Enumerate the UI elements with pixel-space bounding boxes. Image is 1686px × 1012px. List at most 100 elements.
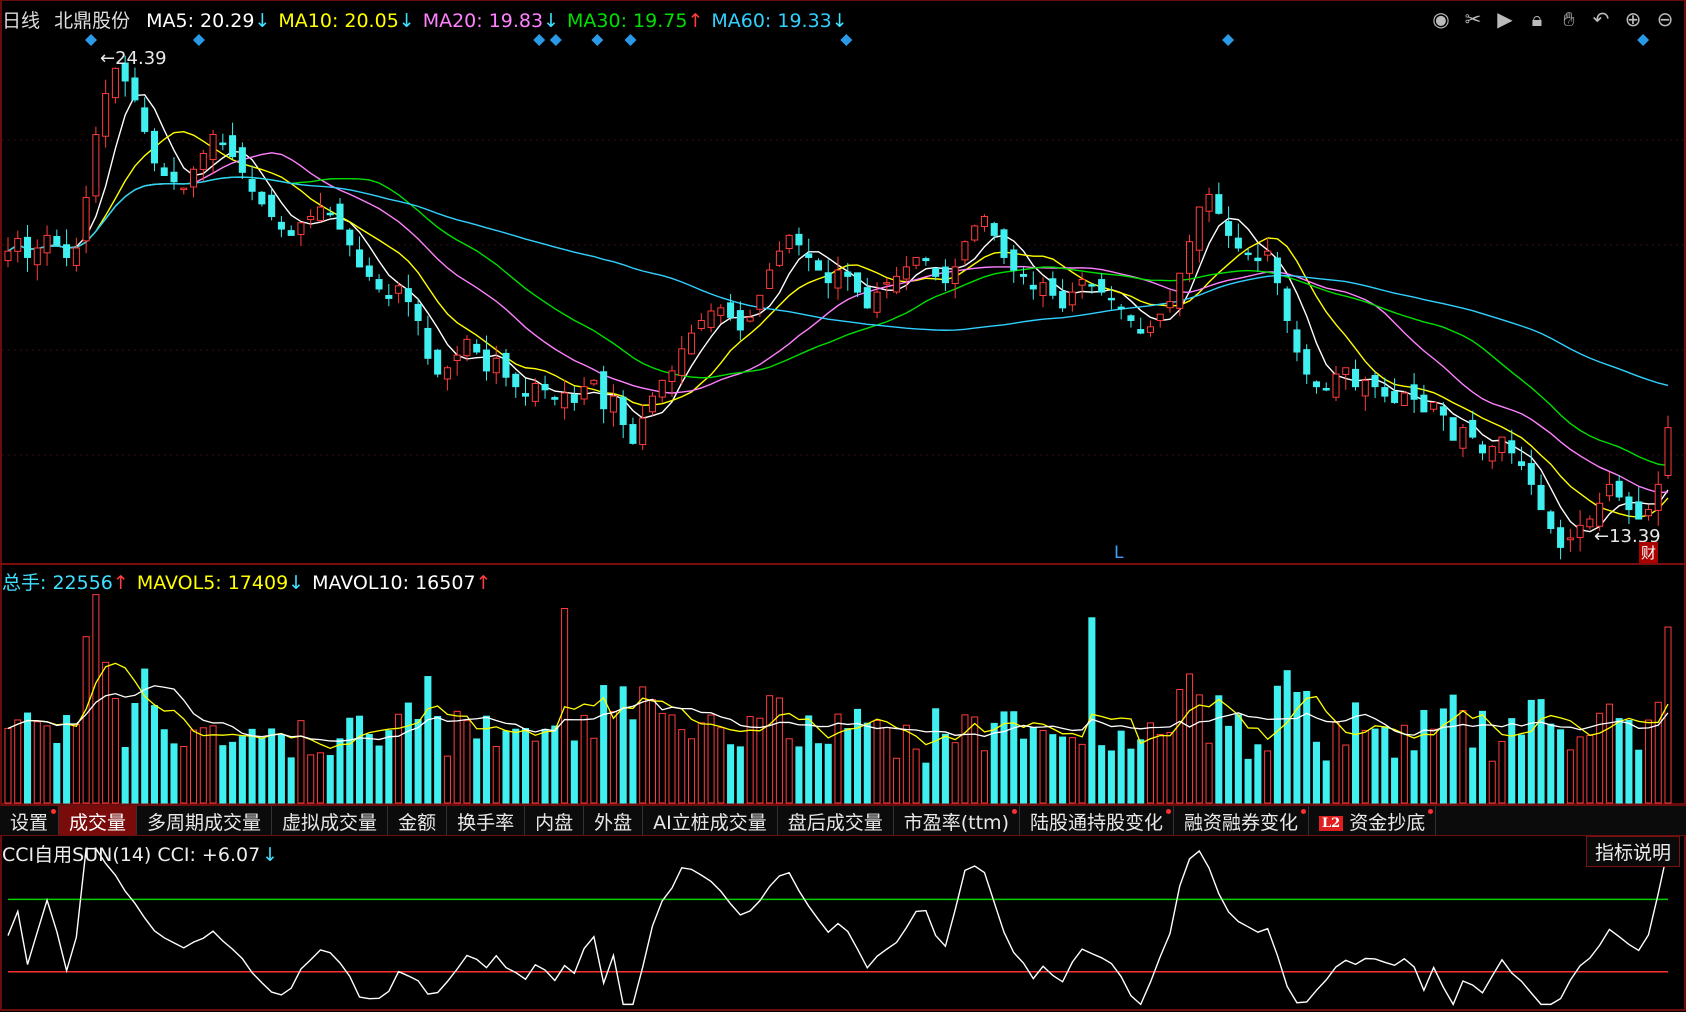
event-diamond xyxy=(85,34,97,46)
ma60-line xyxy=(7,176,1669,387)
candle-body xyxy=(14,238,22,252)
candle-body xyxy=(1283,288,1291,321)
volume-bar xyxy=(131,703,139,804)
candle-body xyxy=(365,265,373,277)
ma-legend-item: MA20: 19.83 xyxy=(422,10,544,32)
tab-0[interactable]: 设置 xyxy=(0,806,60,835)
volume-bar xyxy=(1166,731,1174,804)
volume-bar xyxy=(688,738,696,804)
candle-body xyxy=(785,234,793,249)
scissors-icon[interactable]: ✂ xyxy=(1464,7,1482,31)
tab-dot xyxy=(1011,809,1017,814)
tab-2[interactable]: 多周期成交量 xyxy=(137,806,273,835)
volume-bar xyxy=(814,743,822,804)
event-diamond xyxy=(591,34,604,46)
undo-icon[interactable]: ↶ xyxy=(1592,7,1610,31)
tab-11[interactable]: 陆股通持股变化 xyxy=(1020,806,1174,835)
volume-bar xyxy=(561,608,569,804)
tab-6[interactable]: 内盘 xyxy=(525,806,585,835)
candle-body xyxy=(1029,284,1037,290)
tab-12[interactable]: 融资融券变化 xyxy=(1174,806,1310,835)
candle-body xyxy=(316,206,324,222)
volume-bar xyxy=(883,727,891,804)
candle-body xyxy=(424,327,432,359)
hand-icon[interactable]: ✋︎ xyxy=(1563,7,1575,31)
candle-body xyxy=(1293,329,1301,353)
tab-10[interactable]: 市盈率(ttm) xyxy=(894,806,1020,835)
volume-bar xyxy=(121,746,129,804)
volume-bar xyxy=(1342,744,1350,804)
volume-bars[interactable] xyxy=(4,594,1672,804)
l-marker[interactable]: L xyxy=(1114,543,1124,563)
volume-bar xyxy=(4,727,12,804)
tab-5[interactable]: 换手率 xyxy=(447,806,526,835)
volume-bar xyxy=(160,729,168,804)
tab-13[interactable]: L2 资金抄底 xyxy=(1309,806,1437,835)
volume-bar xyxy=(873,719,881,804)
volume-bar xyxy=(1029,727,1037,804)
tab-7[interactable]: 外盘 xyxy=(584,806,644,835)
candle-body xyxy=(932,267,940,277)
candle-body xyxy=(1107,297,1115,301)
volume-bar xyxy=(746,716,754,804)
volume-bar xyxy=(824,743,832,804)
tab-label: 融资融券变化 xyxy=(1184,812,1299,834)
candle-body xyxy=(1244,252,1252,256)
candle-body xyxy=(229,135,237,158)
volume-bar xyxy=(922,762,930,804)
zoom-out-icon[interactable]: ⊖ xyxy=(1656,7,1674,31)
volume-bar xyxy=(492,746,500,804)
l2-badge: L2 xyxy=(1319,816,1344,831)
ma-legend-item: MA10: 20.05 xyxy=(278,10,399,32)
tab-3[interactable]: 虚拟成交量 xyxy=(272,806,389,835)
volume-bar xyxy=(805,715,813,804)
volume-bar xyxy=(1488,760,1496,804)
period-label[interactable]: 日线 xyxy=(2,10,41,32)
volume-bar xyxy=(238,736,246,804)
candle-body xyxy=(1478,444,1486,454)
volume-bar xyxy=(1186,673,1194,804)
lock-icon[interactable]: 🔒︎ xyxy=(1531,7,1543,31)
tab-4[interactable]: 金额 xyxy=(388,806,448,835)
candle-body xyxy=(492,357,500,374)
event-diamonds[interactable] xyxy=(85,34,1650,46)
tab-1[interactable]: 成交量 xyxy=(59,806,138,835)
candle-body xyxy=(688,332,696,355)
candle-body xyxy=(863,287,871,309)
tab-9[interactable]: 盘后成交量 xyxy=(778,806,894,835)
candle-body xyxy=(512,373,520,388)
indicator-explain-button[interactable]: 指标说明 xyxy=(1585,836,1680,867)
volume-bar xyxy=(434,715,442,804)
tab-8[interactable]: AI立桩成交量 xyxy=(643,806,778,835)
zoom-in-icon[interactable]: ⊕ xyxy=(1624,7,1642,31)
candle-body xyxy=(1352,368,1360,388)
candle-body xyxy=(746,316,754,322)
candle-body xyxy=(1176,272,1184,309)
financial-report-marker[interactable]: 财 xyxy=(1639,542,1659,563)
candle-body xyxy=(131,77,139,101)
volume-bar xyxy=(551,725,559,804)
volume-bar xyxy=(980,750,988,804)
volume-bar xyxy=(1566,749,1574,804)
volume-bar xyxy=(1644,719,1652,804)
volume-bar xyxy=(219,745,227,804)
candles[interactable] xyxy=(4,55,1672,560)
candle-body xyxy=(912,256,920,266)
price-grid xyxy=(2,139,1684,456)
candle-body xyxy=(473,343,481,353)
candle-body xyxy=(619,396,627,425)
volume-bar xyxy=(1098,745,1106,804)
volume-bar xyxy=(404,702,412,804)
volume-bar xyxy=(795,746,803,804)
candle-body xyxy=(854,272,862,293)
volume-bar xyxy=(24,712,32,804)
volume-bar xyxy=(199,727,207,804)
candle-body xyxy=(482,349,490,372)
play-icon[interactable]: ▶ xyxy=(1497,7,1513,31)
eye-icon[interactable]: ◉ xyxy=(1432,7,1450,31)
candle-body xyxy=(1488,446,1496,462)
volume-bar xyxy=(1078,743,1086,804)
volume-bar xyxy=(1303,690,1311,804)
volume-bar xyxy=(1039,729,1047,804)
